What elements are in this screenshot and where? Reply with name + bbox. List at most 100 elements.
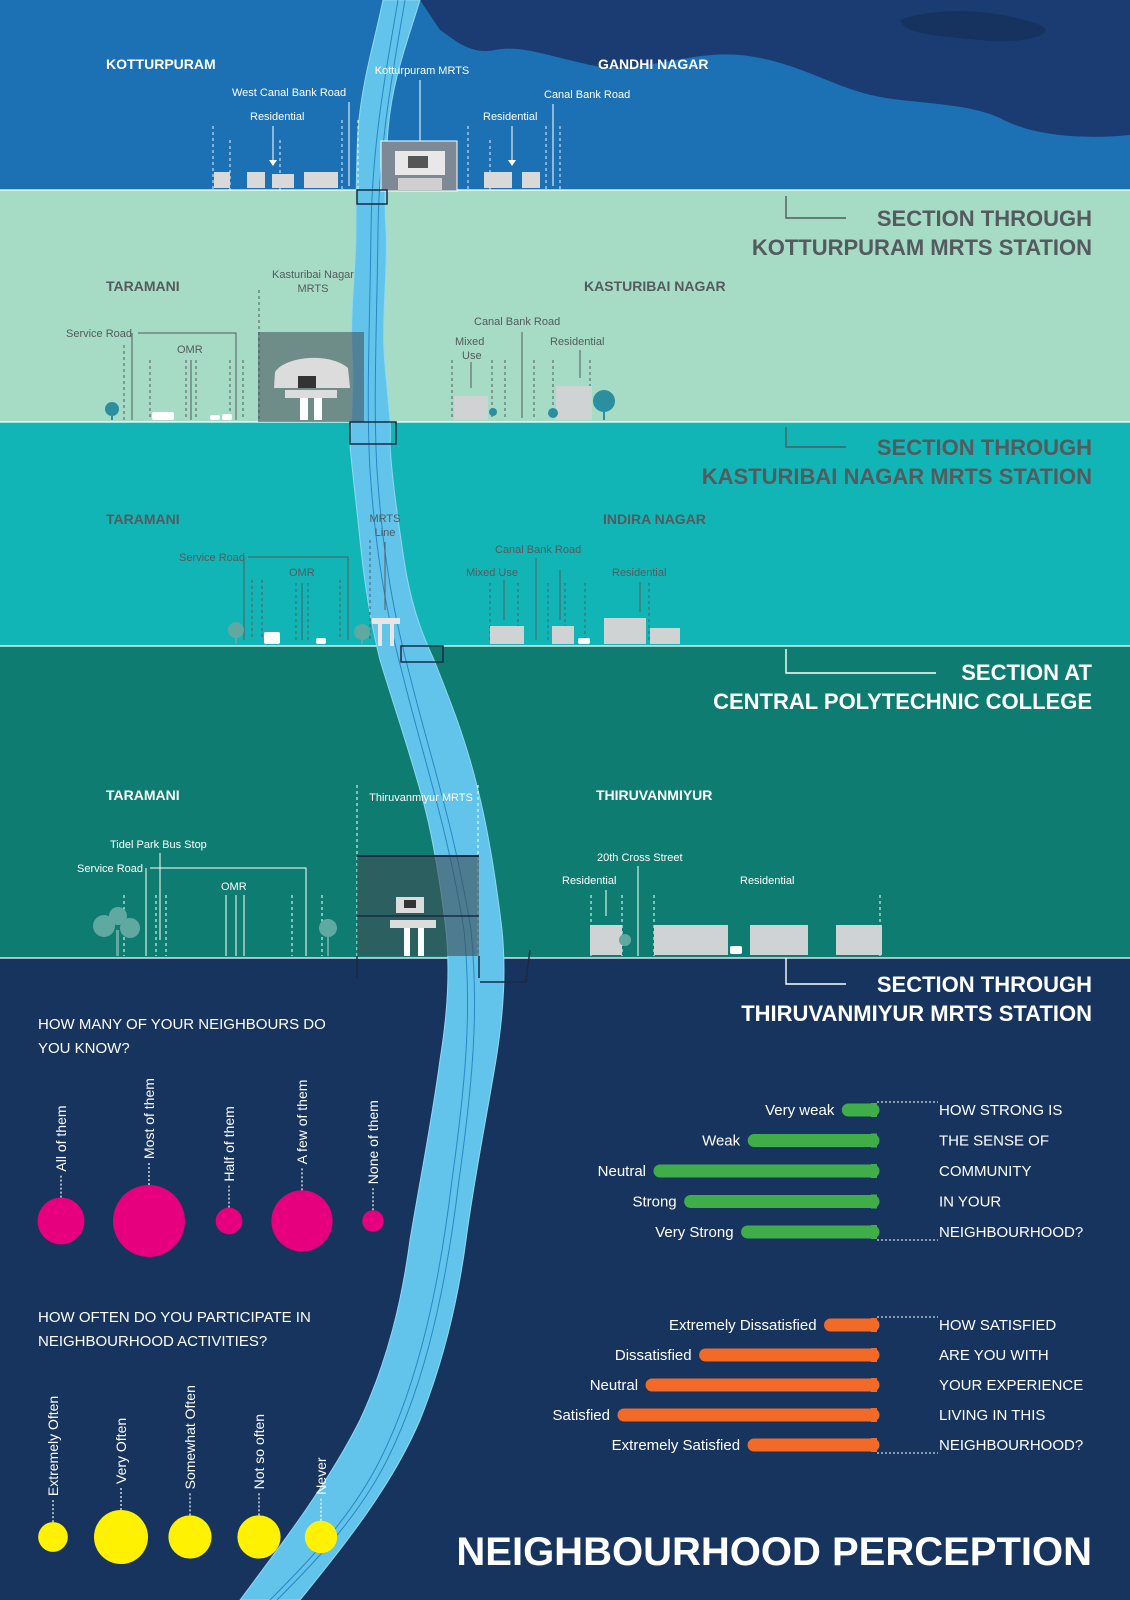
bubble-chart: Extremely Often Very Often Somewhat Often N… bbox=[38, 1385, 338, 1564]
question-text: IN YOUR bbox=[939, 1194, 1001, 1211]
canal-crossing bbox=[400, 645, 444, 663]
section-thiruvanmiyur: TARAMANI THIRUVANMIYUR Thiruvanmiyur MRT… bbox=[77, 785, 1092, 1026]
buildings bbox=[214, 172, 540, 188]
station-label: Kasturibai Nagar bbox=[272, 269, 354, 281]
section-kasturibai: TARAMANI KASTURIBAI NAGAR Kasturibai Nag… bbox=[66, 269, 1092, 489]
bar-end bbox=[871, 1103, 877, 1117]
buildings bbox=[590, 925, 882, 955]
bar-end bbox=[871, 1348, 877, 1362]
survey-q2: HOW OFTEN DO YOU PARTICIPATE IN NEIGHBOU… bbox=[38, 1309, 338, 1564]
bubble-label: Somewhat Often bbox=[182, 1385, 198, 1489]
bubble bbox=[113, 1185, 185, 1257]
landuse-label: Residential bbox=[612, 567, 666, 579]
road-label: Service Road bbox=[179, 552, 245, 564]
area-label-left: KOTTURPURAM bbox=[106, 56, 216, 72]
station-label: MRTS bbox=[298, 283, 329, 295]
road-label: OMR bbox=[221, 881, 247, 893]
bubble-label: Very Often bbox=[113, 1418, 129, 1484]
road-label: Canal Bank Road bbox=[544, 89, 630, 101]
question-text: HOW OFTEN DO YOU PARTICIPATE IN bbox=[38, 1309, 311, 1326]
section-title: SECTION THROUGH bbox=[877, 435, 1092, 460]
bubble-label: A few of them bbox=[294, 1080, 310, 1165]
survey-q3: Very weak Weak Neutral Strong Very Strong HO… bbox=[598, 1101, 1083, 1241]
title-leader bbox=[785, 649, 936, 674]
trees bbox=[93, 907, 631, 956]
question-text: LIVING IN THIS bbox=[939, 1407, 1045, 1424]
bubble bbox=[304, 1520, 338, 1554]
title-leader bbox=[785, 196, 846, 219]
title-leader bbox=[785, 958, 846, 985]
bar-chart: Very weak Weak Neutral Strong Very Strong bbox=[598, 1102, 880, 1241]
main-title: NEIGHBOURHOOD PERCEPTION bbox=[456, 1530, 1092, 1574]
landuse-label: Residential bbox=[483, 111, 537, 123]
station-label: Thiruvanmiyur MRTS bbox=[369, 792, 473, 804]
bubble bbox=[362, 1210, 384, 1232]
bubble bbox=[168, 1515, 212, 1559]
bubble bbox=[237, 1515, 281, 1559]
question-text: NEIGHBOURHOOD? bbox=[939, 1224, 1083, 1241]
question-text: HOW MANY OF YOUR NEIGHBOURS DO bbox=[38, 1016, 326, 1033]
section-title: KASTURIBAI NAGAR MRTS STATION bbox=[702, 464, 1092, 489]
bar-label: Very Strong bbox=[655, 1224, 733, 1241]
question-block: HOW SATISFIED ARE YOU WITH YOUR EXPERIENCE… bbox=[877, 1316, 1083, 1454]
bar-end bbox=[871, 1194, 877, 1209]
station-label: Kotturpuram MRTS bbox=[375, 65, 470, 77]
section-title: SECTION THROUGH bbox=[877, 206, 1092, 231]
bar-label: Satisfied bbox=[552, 1407, 610, 1424]
survey-q4: Extremely Dissatisfied Dissatisfied Neutra… bbox=[552, 1316, 1083, 1454]
canal-river bbox=[239, 0, 505, 1600]
section-graphic bbox=[243, 540, 650, 640]
bar-label: Dissatisfied bbox=[615, 1347, 692, 1364]
bubble-label: None of them bbox=[365, 1100, 381, 1184]
road-label: Service Road bbox=[77, 863, 143, 875]
landuse-label: Mixed bbox=[455, 336, 484, 348]
section-graphic bbox=[212, 80, 561, 190]
bar-end bbox=[871, 1164, 877, 1178]
station-building bbox=[380, 140, 458, 192]
station-building bbox=[356, 855, 480, 978]
question-block: HOW STRONG IS THE SENSE OF COMMUNITY IN YOU… bbox=[877, 1101, 1083, 1241]
landuse-label: Residential bbox=[250, 111, 304, 123]
bar-label: Neutral bbox=[590, 1377, 638, 1394]
bus-stop-label: Tidel Park Bus Stop bbox=[110, 839, 207, 851]
bar-label: Extremely Dissatisfied bbox=[669, 1317, 817, 1334]
area-label-right: KASTURIBAI NAGAR bbox=[584, 278, 726, 294]
section-title: THIRUVANMIYUR MRTS STATION bbox=[741, 1001, 1092, 1026]
band-survey bbox=[0, 958, 1130, 1600]
bar-end bbox=[871, 1318, 877, 1332]
mrts-pylon bbox=[372, 618, 400, 646]
road-label: Service Road bbox=[66, 328, 132, 340]
landuse-label: Residential bbox=[740, 875, 794, 887]
road-label: OMR bbox=[289, 567, 315, 579]
landuse-label: Use bbox=[462, 350, 482, 362]
question-text: YOU KNOW? bbox=[38, 1040, 130, 1057]
band-kasturibai bbox=[0, 190, 1130, 422]
trees bbox=[228, 622, 370, 644]
section-title: SECTION THROUGH bbox=[877, 972, 1092, 997]
vehicle bbox=[730, 946, 742, 954]
bubble-label: Not so often bbox=[251, 1414, 267, 1490]
river-lane-1 bbox=[269, 0, 469, 1600]
bar-chart: Extremely Dissatisfied Dissatisfied Neutra… bbox=[552, 1317, 880, 1454]
bar-end bbox=[871, 1225, 877, 1239]
bar-end bbox=[871, 1408, 877, 1422]
dark-water-shape-2 bbox=[900, 10, 1046, 42]
bubble-label: All of them bbox=[53, 1105, 69, 1171]
road-label: Canal Bank Road bbox=[495, 544, 581, 556]
canal-crossing bbox=[480, 949, 531, 983]
area-label-right: INDIRA NAGAR bbox=[603, 511, 706, 527]
section-central-polytechnic: TARAMANI INDIRA NAGAR MRTS Line Service … bbox=[106, 511, 1093, 714]
bubble bbox=[38, 1522, 68, 1552]
survey-q1: HOW MANY OF YOUR NEIGHBOURS DO YOU KNOW?… bbox=[37, 1016, 384, 1257]
bar-label: Strong bbox=[632, 1194, 676, 1211]
question-text: YOUR EXPERIENCE bbox=[939, 1377, 1083, 1394]
bubble bbox=[37, 1197, 85, 1245]
bar-label: Extremely Satisfied bbox=[612, 1437, 740, 1454]
bubble-label: Extremely Often bbox=[45, 1396, 61, 1496]
section-title: SECTION AT bbox=[961, 660, 1092, 685]
canal-crossing bbox=[356, 189, 388, 205]
area-label-right: GANDHI NAGAR bbox=[598, 56, 708, 72]
road-label: OMR bbox=[177, 344, 203, 356]
mrts-line-label: MRTS bbox=[370, 513, 401, 525]
